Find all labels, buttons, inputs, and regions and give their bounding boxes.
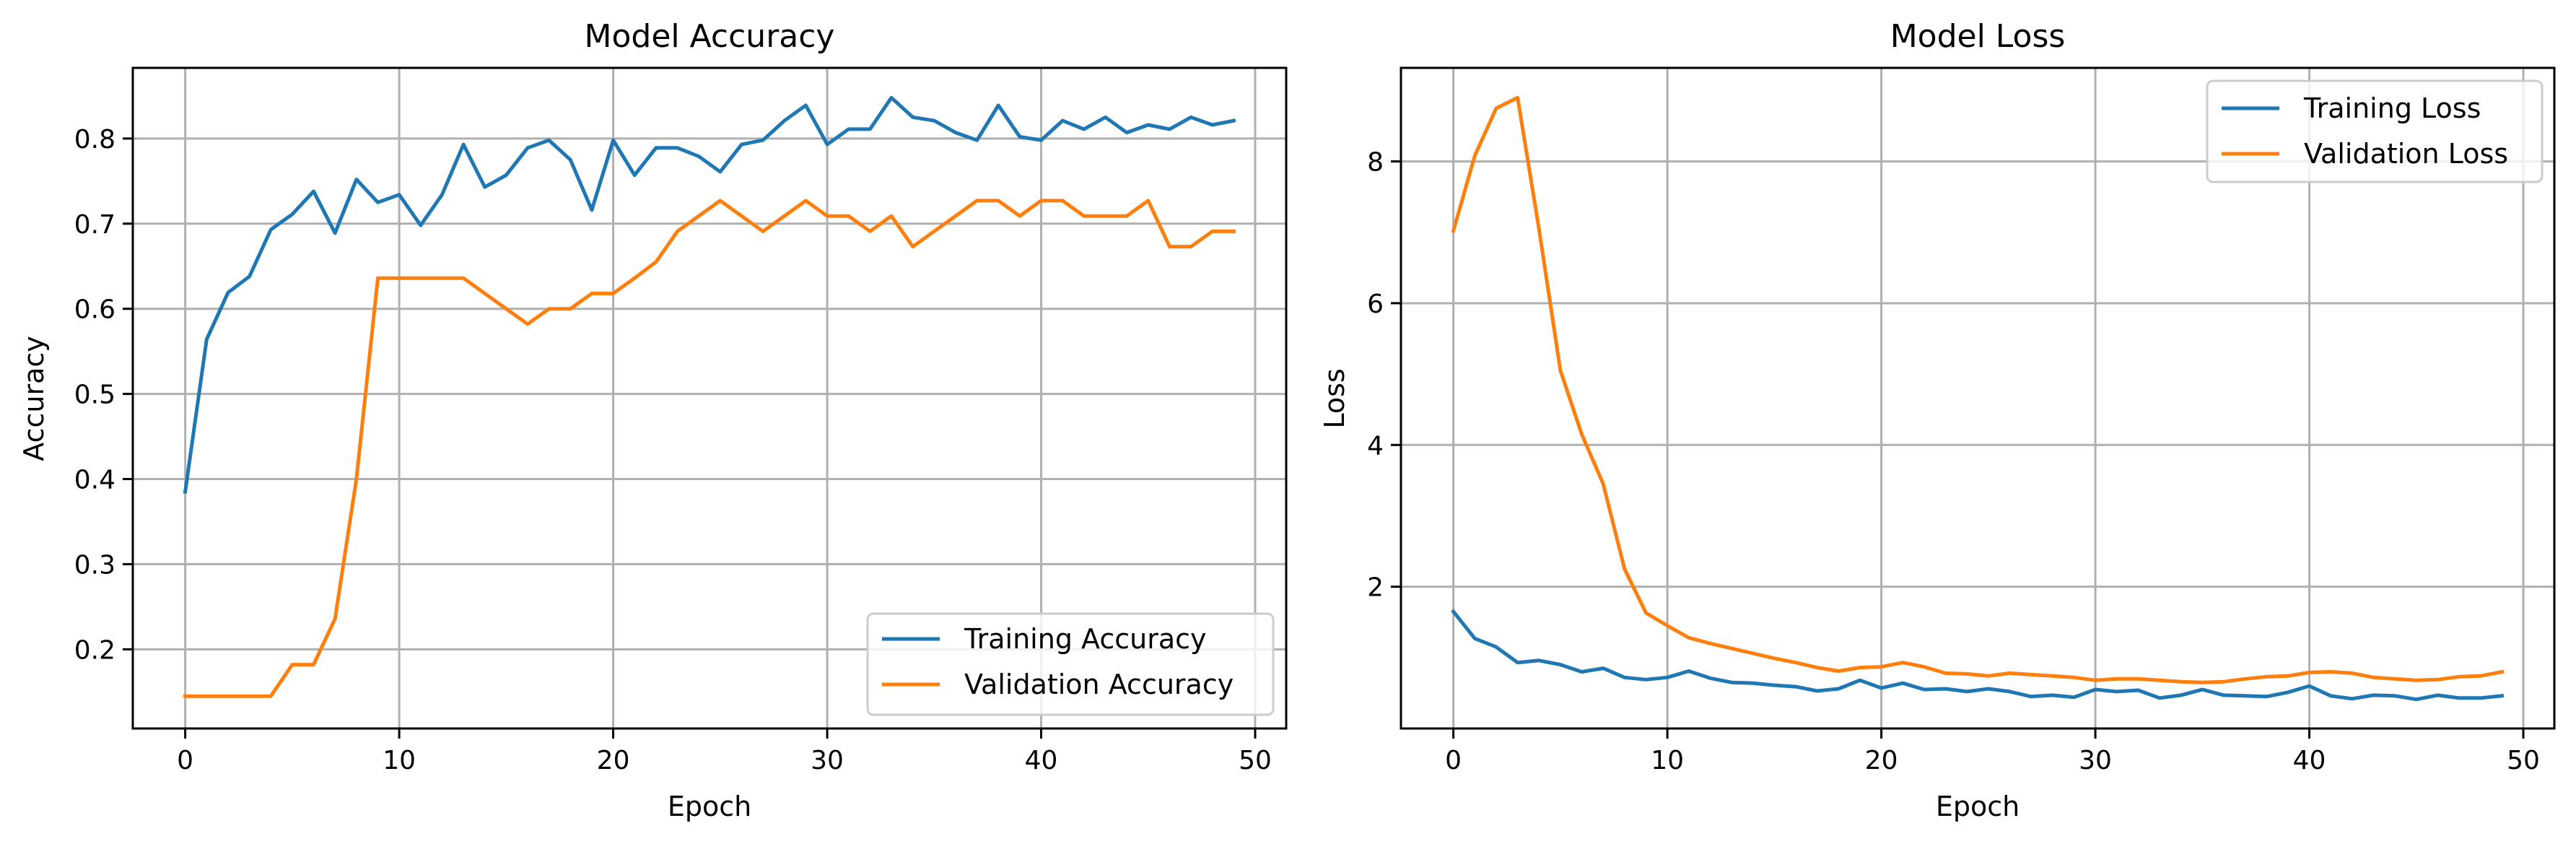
accuracy-panel: Model Accuracy Epoch Accuracy 0 10 20 30 40 5… [18, 18, 1288, 822]
accuracy-xtick-label-20: 20 [597, 746, 630, 775]
accuracy-ytick-label-0-4: 0.4 [74, 466, 115, 495]
accuracy-ytick-label-0-3: 0.3 [74, 550, 115, 580]
loss-xtick-label-0: 0 [1445, 746, 1462, 775]
legend-label-training-accuracy: Training Accuracy [964, 623, 1207, 655]
loss-ticks: 0 10 20 30 40 50 2 4 6 8 [1367, 148, 2540, 775]
series-line-validation-loss [1451, 95, 2505, 684]
loss-xtick-label-50: 50 [2507, 746, 2540, 775]
loss-ytick-label-4: 4 [1367, 431, 1384, 461]
loss-axes-frame [1400, 66, 2556, 730]
loss-ytick-label-8: 8 [1367, 148, 1384, 178]
accuracy-ytick-label-0-7: 0.7 [74, 210, 115, 240]
accuracy-xtick-label-40: 40 [1025, 746, 1058, 775]
loss-xlabel: Epoch [1936, 791, 2020, 822]
series-line-validation-accuracy [183, 199, 1236, 698]
legend-label-validation-loss: Validation Loss [2304, 138, 2508, 170]
accuracy-ticks: 0 10 20 30 40 50 0.2 0.3 0.4 0.5 0.6 0.7 0.8 [74, 125, 1272, 775]
accuracy-axes-frame [131, 66, 1288, 730]
loss-xtick-label-20: 20 [1865, 746, 1898, 775]
accuracy-xtick-label-10: 10 [383, 746, 416, 775]
legend-label-training-loss: Training Loss [2303, 92, 2481, 124]
loss-panel: Model Loss Epoch Loss 0 10 20 30 40 50 2 4 6 8 Tr… [1319, 18, 2556, 822]
accuracy-title: Model Accuracy [585, 18, 835, 55]
accuracy-ytick-label-0-5: 0.5 [74, 380, 115, 410]
accuracy-legend-box [866, 612, 1275, 716]
loss-legend: Training Loss Validation Loss [2206, 79, 2544, 183]
accuracy-xtick-label-50: 50 [1239, 746, 1272, 775]
accuracy-xlabel: Epoch [668, 791, 751, 822]
loss-ytick-label-2: 2 [1367, 573, 1384, 603]
accuracy-xtick-label-30: 30 [811, 746, 844, 775]
loss-lines [1451, 95, 2505, 702]
loss-ylabel: Loss [1319, 368, 1350, 428]
accuracy-ytick-label-0-8: 0.8 [74, 125, 115, 155]
accuracy-legend: Training Accuracy Validation Accuracy [866, 612, 1275, 716]
accuracy-ytick-label-0-2: 0.2 [74, 635, 115, 665]
series-line-training-accuracy [183, 95, 1236, 495]
loss-xtick-label-30: 30 [2079, 746, 2112, 775]
loss-xtick-label-40: 40 [2293, 746, 2326, 775]
loss-grid [1401, 68, 2554, 728]
series-line-training-loss [1451, 609, 2505, 702]
accuracy-ylabel: Accuracy [18, 336, 50, 461]
loss-xtick-label-10: 10 [1651, 746, 1684, 775]
loss-legend-box [2206, 79, 2544, 183]
accuracy-ytick-label-0-6: 0.6 [74, 295, 115, 325]
loss-ytick-label-6: 6 [1367, 290, 1384, 319]
accuracy-xtick-label-0: 0 [177, 746, 193, 775]
legend-label-validation-accuracy: Validation Accuracy [964, 669, 1234, 700]
loss-title: Model Loss [1890, 18, 2066, 55]
accuracy-lines [183, 95, 1236, 698]
